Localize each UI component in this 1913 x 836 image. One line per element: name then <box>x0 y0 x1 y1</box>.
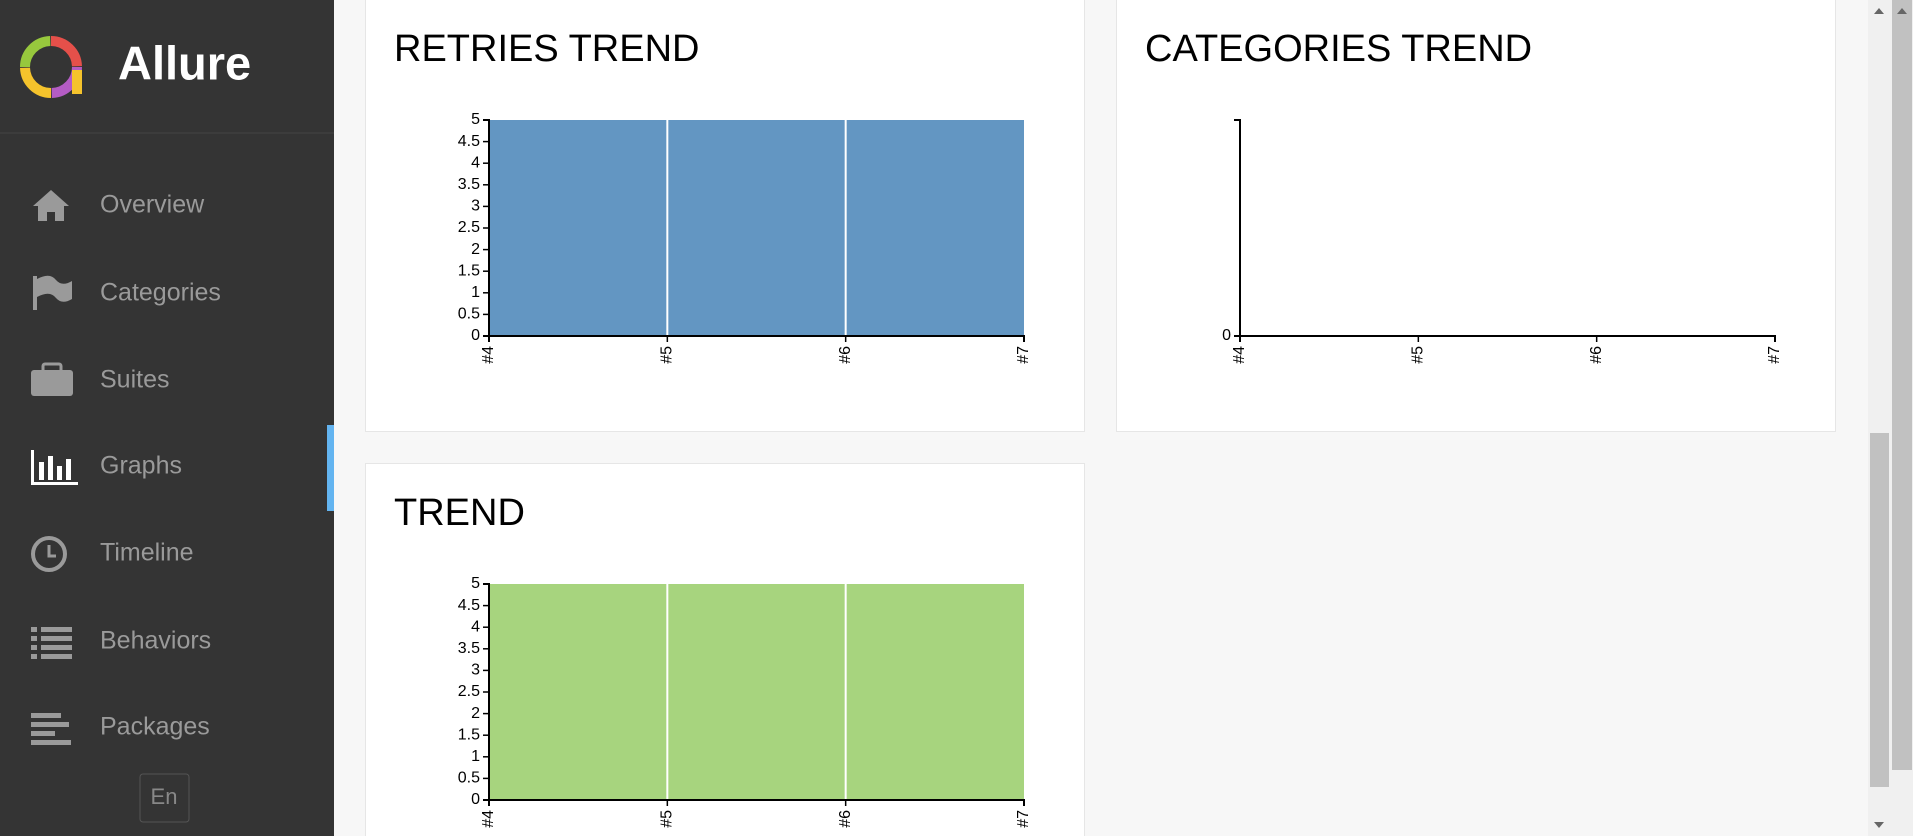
y-tick-label: 3 <box>471 198 480 215</box>
nav-item[interactable]: Categories <box>100 279 221 307</box>
y-tick-label: 4 <box>471 154 480 171</box>
x-tick-label: #4 <box>480 810 497 828</box>
x-tick-label: #6 <box>837 810 854 828</box>
y-tick-label: 0 <box>471 327 480 344</box>
y-tick-label: 1 <box>471 284 480 301</box>
y-tick-label: 3.5 <box>458 176 480 193</box>
y-tick-label: 1 <box>471 748 480 765</box>
y-tick-label: 0.5 <box>458 770 480 787</box>
y-tick-label: 5 <box>471 111 480 128</box>
y-tick-label: 2 <box>471 705 480 722</box>
y-tick-label: 5 <box>471 575 480 592</box>
y-tick-label: 4.5 <box>458 133 480 150</box>
y-tick-label: 0 <box>471 791 480 808</box>
x-tick-label: #5 <box>659 810 676 828</box>
nav-item[interactable]: Timeline <box>100 539 194 567</box>
x-tick-label: #7 <box>1015 810 1032 828</box>
y-tick-label: 4.5 <box>458 597 480 614</box>
y-tick-label: 0 <box>1222 327 1231 344</box>
language-button[interactable] <box>139 773 190 823</box>
y-tick-label: 2.5 <box>458 683 480 700</box>
chart-title: CATEGORIES TREND <box>1145 28 1532 70</box>
area <box>489 120 1024 336</box>
y-tick-label: 1.5 <box>458 726 480 743</box>
x-tick-label: #4 <box>480 346 497 364</box>
y-tick-label: 3 <box>471 662 480 679</box>
sidebar <box>0 0 334 836</box>
card <box>1116 0 1836 432</box>
x-tick-label: #7 <box>1766 346 1783 364</box>
x-tick-label: #6 <box>837 346 854 364</box>
nav-item[interactable]: Packages <box>100 713 210 741</box>
language-label[interactable]: En <box>151 784 178 809</box>
x-tick-label: #4 <box>1231 346 1248 364</box>
nav-item[interactable]: Behaviors <box>100 627 211 655</box>
nav-item[interactable]: Graphs <box>100 452 182 480</box>
y-tick-label: 1.5 <box>458 262 480 279</box>
nav-item[interactable]: Overview <box>100 191 205 219</box>
y-tick-label: 2.5 <box>458 219 480 236</box>
chart-title: RETRIES TREND <box>394 28 699 70</box>
logo <box>20 36 82 98</box>
y-tick-label: 4 <box>471 618 480 635</box>
y-tick-label: 0.5 <box>458 306 480 323</box>
active-indicator <box>327 425 334 511</box>
scrollbar-thumb[interactable] <box>1870 433 1889 787</box>
chart-title: TREND <box>394 492 525 534</box>
x-tick-label: #6 <box>1588 346 1605 364</box>
y-tick-label: 2 <box>471 241 480 258</box>
x-tick-label: #5 <box>1410 346 1427 364</box>
x-tick-label: #5 <box>659 346 676 364</box>
nav-icons <box>31 190 78 745</box>
nav-item[interactable]: Suites <box>100 366 169 394</box>
nav: Overview Categories Suites Graphs Timeline Be… <box>100 191 221 741</box>
brand: Allure <box>118 36 251 89</box>
scrollbar-thumb[interactable] <box>1892 0 1912 770</box>
charts: RETRIES TREND 0 0.5 1 1.5 2 2.5 3 3.5 4 4.5 5 #4 #5 #6… <box>365 0 1836 836</box>
y-tick-label: 3.5 <box>458 640 480 657</box>
area <box>489 584 1024 800</box>
x-tick-label: #7 <box>1015 346 1032 364</box>
